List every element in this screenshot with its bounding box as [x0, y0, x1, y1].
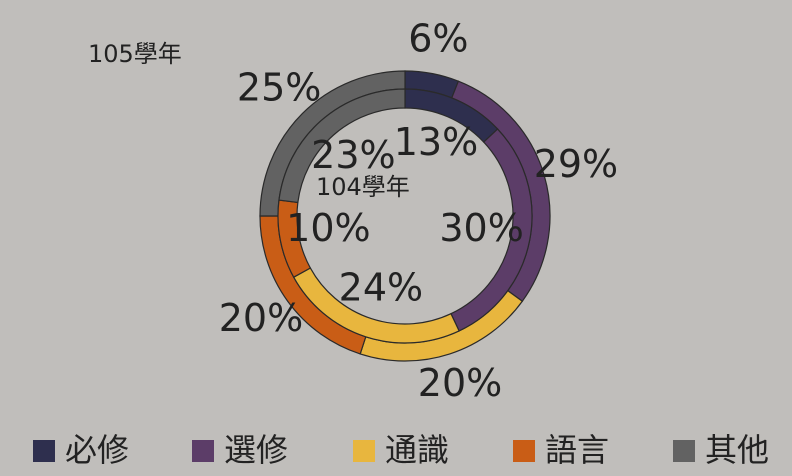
data-label: 24%: [339, 266, 423, 310]
legend-swatch: [673, 440, 695, 462]
data-label: 29%: [534, 142, 618, 186]
data-label: 10%: [286, 206, 370, 250]
legend-swatch: [513, 440, 535, 462]
data-label: 30%: [439, 206, 523, 250]
data-label: 25%: [237, 66, 321, 110]
series-title: 104學年: [316, 173, 410, 201]
data-label: 13%: [394, 120, 478, 164]
legend-swatch: [192, 440, 214, 462]
legend-label: 必修: [65, 431, 129, 469]
data-label: 20%: [418, 361, 502, 405]
legend-swatch: [33, 440, 55, 462]
legend-label: 語言: [545, 431, 609, 469]
ring-segment: [278, 88, 406, 204]
data-label: 23%: [311, 133, 395, 177]
series-title: 105學年: [88, 40, 182, 68]
legend-swatch: [353, 440, 375, 462]
legend-label: 通識: [385, 431, 449, 469]
legend-label: 其他: [705, 431, 769, 469]
data-label: 6%: [408, 17, 468, 61]
legend-label: 選修: [224, 431, 288, 469]
data-label: 20%: [219, 296, 303, 340]
